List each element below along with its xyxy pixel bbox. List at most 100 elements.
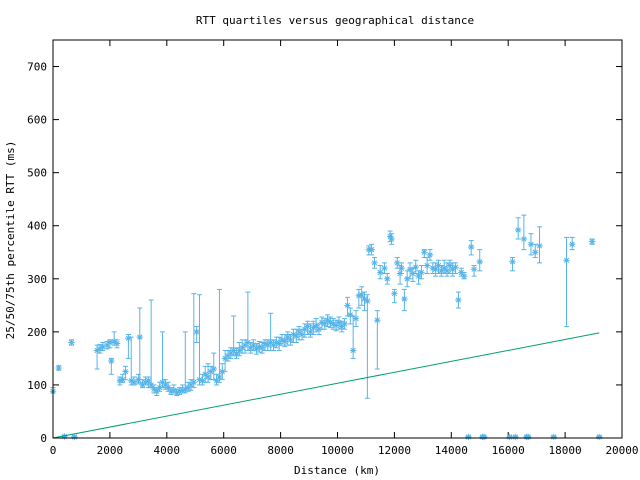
data-point — [113, 340, 121, 347]
data-point — [61, 433, 68, 440]
data-point — [460, 272, 468, 280]
data-point — [110, 338, 118, 345]
data-point — [344, 302, 351, 309]
y-tick-label: 400 — [27, 220, 47, 233]
data-point — [327, 319, 334, 326]
data-point — [233, 350, 240, 358]
data-point — [468, 243, 475, 251]
data-point — [93, 347, 101, 354]
data-point — [443, 267, 451, 275]
y-tick-label: 300 — [27, 273, 47, 286]
data-point — [435, 262, 442, 269]
lower-bound-line — [52, 332, 600, 439]
data-point — [122, 368, 129, 375]
data-point — [376, 269, 384, 276]
data-point — [184, 384, 192, 391]
data-point — [179, 387, 186, 394]
data-point — [103, 341, 111, 349]
data-point — [227, 349, 235, 357]
data-point — [125, 335, 132, 342]
data-point — [527, 241, 535, 248]
x-tick-label: 6000 — [210, 444, 237, 457]
data-point — [550, 433, 557, 441]
data-point — [352, 315, 360, 322]
data-point — [156, 384, 163, 391]
data-point — [509, 258, 516, 266]
data-point — [278, 336, 286, 344]
data-point — [310, 324, 317, 331]
data-point — [267, 339, 274, 346]
data-point — [426, 251, 434, 259]
x-tick-label: 16000 — [492, 444, 525, 457]
data-point — [452, 263, 459, 271]
data-point — [338, 323, 345, 330]
data-point — [349, 347, 357, 354]
data-point — [332, 322, 340, 329]
y-tick-label: 0 — [40, 432, 47, 445]
data-point — [241, 341, 249, 349]
data-point — [196, 376, 203, 383]
data-point — [167, 388, 175, 395]
data-point — [165, 384, 172, 391]
data-point — [374, 316, 381, 324]
data-point — [244, 339, 252, 346]
data-point — [371, 259, 378, 267]
data-point — [96, 345, 104, 353]
data-point — [470, 266, 478, 273]
data-point — [236, 347, 243, 354]
data-point — [284, 333, 291, 341]
data-point — [480, 433, 488, 441]
data-point — [281, 338, 289, 345]
data-point — [247, 344, 254, 351]
data-point — [536, 242, 543, 250]
y-tick-label: 200 — [27, 326, 47, 339]
data-point — [421, 249, 428, 256]
data-point — [256, 343, 263, 350]
data-point — [312, 322, 320, 329]
x-tick-label: 12000 — [378, 444, 411, 457]
data-point — [119, 376, 126, 383]
y-tick-label: 100 — [27, 379, 47, 392]
data-point — [449, 266, 456, 273]
data-point — [204, 373, 212, 381]
data-point — [71, 433, 78, 441]
data-point — [307, 328, 314, 336]
data-point — [520, 235, 528, 243]
y-tick-label: 700 — [27, 61, 47, 74]
data-point — [142, 379, 149, 386]
data-point — [55, 364, 62, 372]
data-point — [429, 264, 437, 272]
data-point — [440, 264, 448, 272]
data-point — [173, 389, 180, 397]
data-point — [153, 388, 161, 395]
data-point — [216, 373, 223, 381]
data-point — [130, 379, 138, 386]
data-point — [219, 368, 226, 375]
data-point — [563, 257, 570, 264]
data-point — [321, 320, 328, 328]
data-point — [347, 311, 354, 319]
data-point — [106, 339, 114, 346]
data-point — [423, 262, 431, 269]
data-point — [250, 341, 257, 349]
data-point — [315, 326, 323, 333]
data-point — [139, 381, 146, 389]
data-point — [238, 344, 246, 351]
data-point — [199, 377, 206, 384]
data-point — [298, 331, 306, 338]
data-point — [210, 365, 217, 373]
data-point — [287, 336, 294, 344]
data-point — [394, 259, 401, 267]
data-point — [147, 381, 155, 389]
data-point — [270, 341, 277, 349]
data-point — [264, 341, 271, 349]
data-point — [193, 328, 200, 336]
data-point — [406, 266, 414, 273]
data-point — [514, 226, 522, 234]
data-point — [368, 246, 375, 253]
data-point — [384, 275, 391, 282]
data-point — [116, 377, 124, 384]
data-point — [301, 326, 308, 333]
